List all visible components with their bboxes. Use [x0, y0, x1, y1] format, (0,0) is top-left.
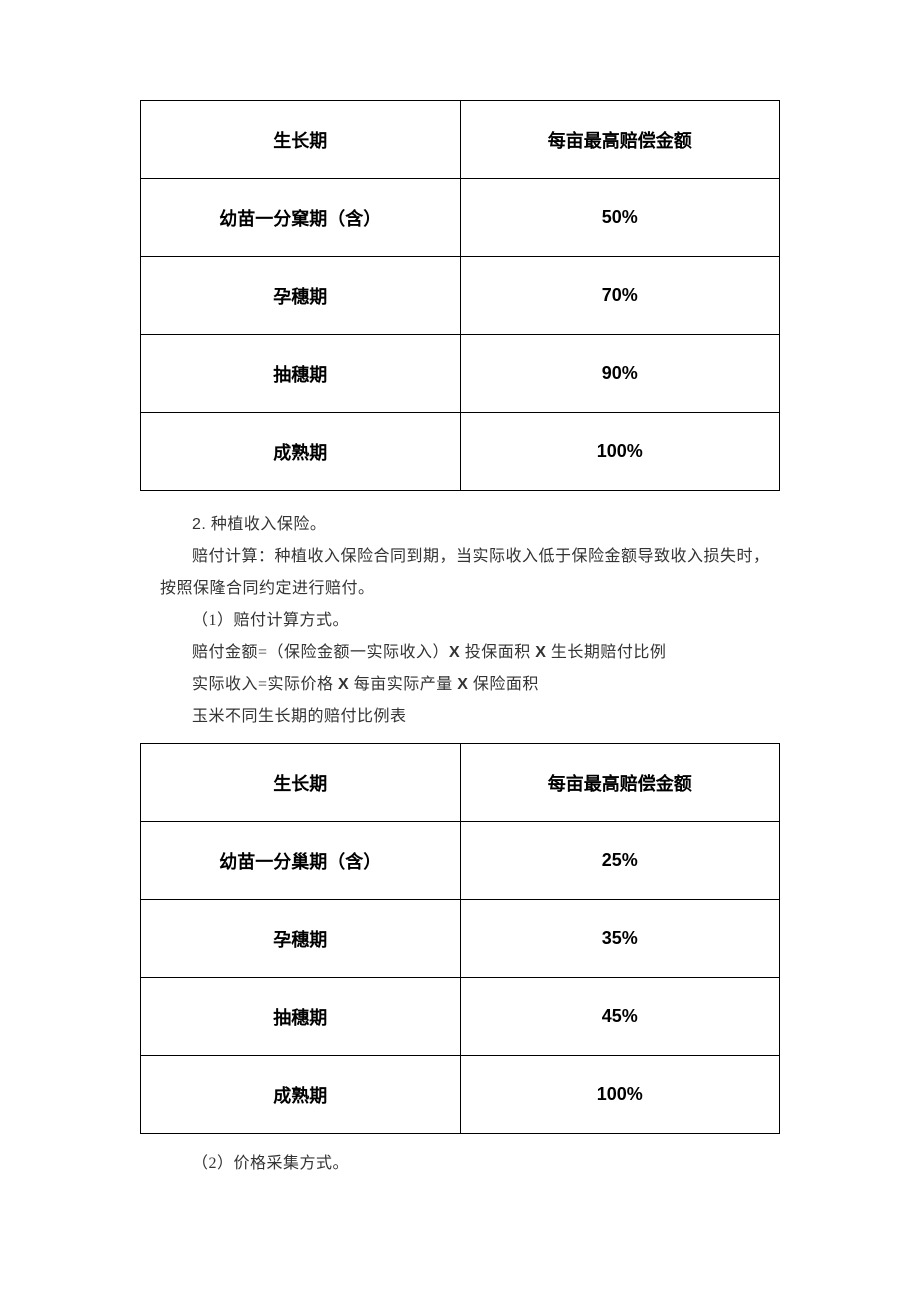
cell-period: 孕穗期: [141, 257, 461, 335]
table-row: 孕穗期 35%: [141, 900, 780, 978]
body-text: 2. 种植收入保险。 赔付计算：种植收入保险合同到期，当实际收入低于保险金额导致…: [140, 509, 780, 733]
paragraph: （1）赔付计算方式。: [160, 605, 780, 637]
multiply-symbol: X: [535, 644, 546, 661]
formula-part: 赔付金额=（保险金额一实际收入）: [192, 644, 449, 661]
table-row: 成熟期 100%: [141, 413, 780, 491]
cell-value: 70%: [460, 257, 780, 335]
formula-part: 生长期赔付比例: [546, 644, 666, 661]
cell-value: 100%: [460, 1056, 780, 1134]
cell-period: 抽穗期: [141, 335, 461, 413]
header-period: 生长期: [141, 744, 461, 822]
multiply-symbol: X: [338, 676, 349, 693]
paragraph: 玉米不同生长期的赔付比例表: [160, 701, 780, 733]
header-period: 生长期: [141, 101, 461, 179]
multiply-symbol: X: [449, 644, 460, 661]
formula-part: 实际收入=实际价格: [192, 676, 338, 693]
cell-value: 100%: [460, 413, 780, 491]
formula-part: 投保面积: [460, 644, 535, 661]
table-row: 幼苗一分巢期（含） 25%: [141, 822, 780, 900]
cell-period: 幼苗一分窠期（含）: [141, 179, 461, 257]
paragraph: 2. 种植收入保险。: [160, 509, 780, 541]
table-row: 幼苗一分窠期（含） 50%: [141, 179, 780, 257]
cell-value: 25%: [460, 822, 780, 900]
cell-value: 50%: [460, 179, 780, 257]
formula-part: 保险面积: [468, 676, 539, 693]
section-number: 2.: [192, 516, 206, 533]
cell-period: 幼苗一分巢期（含）: [141, 822, 461, 900]
tail-text: （2）价格采集方式。: [140, 1148, 780, 1180]
cell-period: 成熟期: [141, 1056, 461, 1134]
section-title: 种植收入保险。: [206, 516, 326, 533]
cell-value: 90%: [460, 335, 780, 413]
table-row: 抽穗期 90%: [141, 335, 780, 413]
table-header-row: 生长期 每亩最高赔偿金额: [141, 101, 780, 179]
table-row: 孕穗期 70%: [141, 257, 780, 335]
paragraph: （2）价格采集方式。: [160, 1148, 780, 1180]
compensation-table-1: 生长期 每亩最高赔偿金额 幼苗一分窠期（含） 50% 孕穗期 70% 抽穗期 9…: [140, 100, 780, 491]
cell-period: 抽穗期: [141, 978, 461, 1056]
cell-value: 45%: [460, 978, 780, 1056]
formula-part: 每亩实际产量: [349, 676, 457, 693]
cell-value: 35%: [460, 900, 780, 978]
paragraph: 赔付计算：种植收入保险合同到期，当实际收入低于保险金额导致收入损失时，按照保隆合…: [160, 541, 780, 605]
multiply-symbol: X: [457, 676, 468, 693]
header-amount: 每亩最高赔偿金额: [460, 101, 780, 179]
compensation-table-2: 生长期 每亩最高赔偿金额 幼苗一分巢期（含） 25% 孕穗期 35% 抽穗期 4…: [140, 743, 780, 1134]
paragraph: 实际收入=实际价格 X 每亩实际产量 X 保险面积: [160, 669, 780, 701]
paragraph: 赔付金额=（保险金额一实际收入）X 投保面积 X 生长期赔付比例: [160, 637, 780, 669]
cell-period: 成熟期: [141, 413, 461, 491]
table-header-row: 生长期 每亩最高赔偿金额: [141, 744, 780, 822]
table-row: 成熟期 100%: [141, 1056, 780, 1134]
cell-period: 孕穗期: [141, 900, 461, 978]
table-row: 抽穗期 45%: [141, 978, 780, 1056]
header-amount: 每亩最高赔偿金额: [460, 744, 780, 822]
